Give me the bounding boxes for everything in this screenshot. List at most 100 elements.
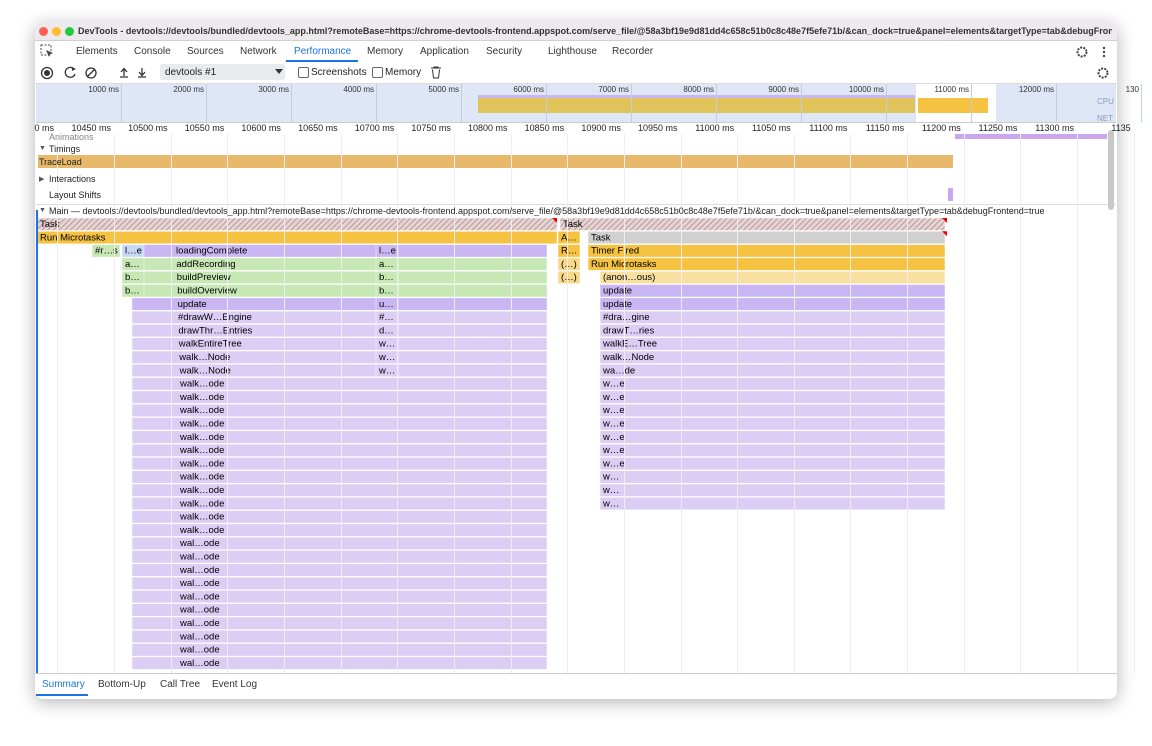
panel-tab[interactable]: Performance [294,46,352,57]
flame-entry-label: #… [379,312,394,323]
scrollbar[interactable] [1108,130,1114,210]
flame-entry-label: w… [602,485,619,496]
track-label[interactable]: Main — devtools://devtools/bundled/devto… [49,206,1045,216]
track-label[interactable]: Timings [49,144,81,154]
overview-tick-label: 11000 ms [934,85,969,94]
flame-entry [131,390,548,404]
flame-entry-label: wal…ode [179,605,220,616]
track-label[interactable]: Layout Shifts [49,190,102,200]
ruler-grid-line [114,134,115,673]
flame-entry [131,630,548,644]
flame-entry [131,443,548,457]
flame-entry-label: a… [125,259,140,270]
ruler-tick-label: 10750 ms [411,123,451,133]
ruler-grid-line [793,134,795,673]
panel-tab[interactable]: Security [486,46,523,57]
flame-entry-label: (…) [561,259,577,270]
flame-entry [131,483,548,497]
flame-entry [131,337,548,351]
panel-tab[interactable]: Console [134,46,171,57]
flame-entry [121,244,145,258]
ruler-tick-label: 11000 ms [695,123,735,133]
flame-entry-label: #drawW…Engine [178,312,252,323]
ruler-tick-label: 10950 ms [637,123,678,133]
panel-tab[interactable]: Recorder [612,46,654,57]
panel-tab[interactable]: Lighthouse [548,46,597,57]
expand-arrow[interactable]: ▼ [39,145,46,152]
flame-entry-label: Task [591,232,611,243]
panel-tab[interactable]: Network [240,46,277,57]
ruler-tick-label: 10650 ms [298,123,338,133]
overview-tick-label: 6000 ms [513,85,544,94]
flame-entry-label: wa…de [602,365,635,376]
minimize-button[interactable] [52,27,61,36]
flame-entry-label: wal…ode [179,565,220,576]
flame-entry-label: w…e [602,445,625,456]
track-label[interactable]: Interactions [49,174,96,184]
checkbox[interactable] [372,67,383,78]
panel-tab[interactable]: Memory [367,46,404,57]
flame-entry [131,324,548,338]
flame-entry [557,257,581,271]
flame-entry [131,297,548,311]
expand-arrow[interactable]: ▶ [39,176,45,183]
checkbox[interactable] [298,67,309,78]
animation-bar [955,134,1107,139]
bottom-tab[interactable]: Call Tree [160,679,201,690]
flame-entry [557,244,581,258]
panel-tab[interactable]: Elements [76,46,118,57]
overview-grid-line [1141,84,1142,122]
panel-tab[interactable]: Sources [187,46,224,57]
overview-grid-line [1056,84,1057,122]
panel-tab[interactable]: Application [420,46,469,57]
ruler-tick-label: 11200 ms [921,123,961,133]
ruler-grid-line [1077,134,1079,673]
ruler-grid-line [737,134,739,673]
bottom-tab[interactable]: Event Log [212,679,258,690]
flame-entry-label: a… [379,259,394,270]
ruler-tick-label: 11250 ms [978,123,1018,133]
flame-entry-label: walk…ode [179,405,224,416]
close-button[interactable] [39,27,48,36]
flame-entry-label: walkE…Tree [602,339,657,350]
expand-arrow[interactable]: ▼ [39,207,46,214]
layout-shift [948,188,953,201]
flame-entry-label: R… [561,246,577,257]
flame-entry-label: w…e [602,379,625,390]
flame-entry [559,218,946,231]
bottom-tab[interactable]: Summary [42,679,85,690]
flame-entry [599,457,946,471]
flame-entry-label: (anon…ous) [603,272,655,283]
target-select-label: devtools #1 [165,67,217,78]
flame-entry [36,231,558,245]
checkbox-label[interactable]: Memory [385,67,422,78]
target-select[interactable] [160,64,285,80]
flame-entry [599,390,946,404]
overview-grid-line [546,84,547,122]
bottom-tab[interactable]: Bottom-Up [98,679,146,690]
flame-entry [131,350,548,364]
checkbox-label[interactable]: Screenshots [311,67,367,78]
overview-tick-label: 130 [1125,85,1139,94]
flame-entry [599,430,946,444]
ruler-tick-label: 11300 ms [1035,123,1075,133]
capture-settings[interactable] [1096,66,1110,80]
track-label[interactable]: Animations [49,132,94,142]
settings-menu[interactable] [1075,45,1115,59]
flame-entry-label: walk…ode [179,525,224,536]
clear-icon[interactable] [430,66,442,79]
inspect-icon[interactable] [40,44,54,58]
overview-tick-label: 7000 ms [598,85,629,94]
toolbar-icons[interactable] [40,65,160,81]
overview-grid-line [376,84,377,122]
flame-entry-label: w… [378,365,395,376]
ruler-grid-line [283,134,285,673]
flame-entry [121,270,145,284]
flame-entry [599,417,946,431]
flame-entry [599,350,946,364]
flame-entry-label: wal…ode [179,591,220,602]
ruler-grid-line [907,134,909,673]
zoom-button[interactable] [65,27,74,36]
flame-entry [131,550,548,564]
flame-entry-label: wal…ode [179,578,220,589]
